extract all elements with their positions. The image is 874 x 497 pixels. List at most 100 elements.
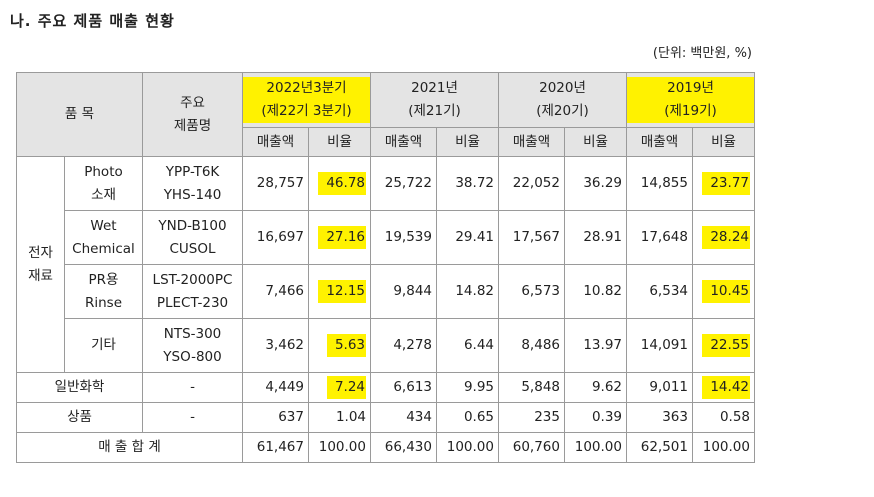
product-name: CUSOL (169, 240, 216, 257)
period-term: (제20기) (536, 103, 589, 119)
ratio-value: 10.45 (702, 280, 750, 303)
sales-cell: 28,757 (242, 156, 309, 211)
ratio-cell: 100.00 (692, 432, 755, 463)
ratio-cell: 7.24 (308, 372, 371, 403)
product-names: - (142, 402, 243, 433)
sales-cell: 6,534 (626, 264, 693, 319)
sales-cell: 235 (498, 402, 565, 433)
sub-item-line1: PR용 (88, 271, 119, 288)
ratio-value: 46.78 (318, 172, 366, 195)
sales-cell: 6,613 (370, 372, 437, 403)
ratio-cell: 0.39 (564, 402, 627, 433)
ratio-cell: 28.24 (692, 210, 755, 265)
period-term: (제21기) (408, 103, 461, 119)
ratio-cell: 10.45 (692, 264, 755, 319)
sales-cell: 60,760 (498, 432, 565, 463)
row-label: 상품 (16, 402, 143, 433)
sales-cell: 4,449 (242, 372, 309, 403)
ratio-cell: 36.29 (564, 156, 627, 211)
header-sales: 매출액 (498, 127, 565, 157)
header-sales: 매출액 (626, 127, 693, 157)
sales-cell: 17,567 (498, 210, 565, 265)
ratio-cell: 9.95 (436, 372, 499, 403)
ratio-cell: 14.42 (692, 372, 755, 403)
sales-cell: 637 (242, 402, 309, 433)
sub-item: 기타 (64, 318, 143, 373)
ratio-cell: 6.44 (436, 318, 499, 373)
period-term: (제19기) (627, 100, 754, 123)
ratio-cell: 29.41 (436, 210, 499, 265)
ratio-cell: 38.72 (436, 156, 499, 211)
sub-item-line1: Wet (90, 217, 117, 234)
product-name: YHS-140 (163, 186, 222, 203)
sub-item-line2: Rinse (84, 294, 123, 311)
ratio-value: 12.15 (318, 280, 366, 303)
sales-cell: 5,848 (498, 372, 565, 403)
sub-item-line2: Chemical (72, 240, 135, 257)
ratio-value: 22.55 (702, 334, 750, 357)
ratio-cell: 5.63 (308, 318, 371, 373)
header-sales: 매출액 (242, 127, 309, 157)
table-row: 일반화학 - 4,449 7.24 6,613 9.95 5,848 9.62 … (16, 372, 755, 403)
sales-cell: 363 (626, 402, 693, 433)
table-row: 전자 재료 Photo 소재 YPP-T6K YHS-140 28,757 46… (16, 156, 755, 373)
total-label: 매 출 합 계 (16, 432, 243, 463)
period-year: 2020년 (539, 80, 586, 96)
product-names: YND-B100 CUSOL (142, 210, 243, 265)
sub-item: Photo 소재 (64, 156, 143, 211)
ratio-value: 7.24 (326, 376, 366, 399)
ratio-value: 14.42 (702, 376, 750, 399)
ratio-cell: 100.00 (564, 432, 627, 463)
sales-cell: 25,722 (370, 156, 437, 211)
ratio-cell: 13.97 (564, 318, 627, 373)
header-item: 품 목 (16, 72, 143, 157)
ratio-cell: 46.78 (308, 156, 371, 211)
ratio-cell: 12.15 (308, 264, 371, 319)
sales-cell: 8,486 (498, 318, 565, 373)
ratio-cell: 100.00 (436, 432, 499, 463)
period-year: 2022년3분기 (243, 77, 370, 100)
section-title: 나. 주요 제품 매출 현황 (10, 12, 175, 30)
header-ratio: 비율 (692, 127, 755, 157)
product-name: YSO-800 (163, 348, 222, 365)
header-period-2022q3: 2022년3분기 (제22기 3분기) (242, 72, 371, 128)
product-name: YND-B100 (158, 217, 227, 234)
product-names: LST-2000PC PLECT-230 (142, 264, 243, 319)
period-year: 2021년 (411, 80, 458, 96)
ratio-cell: 10.82 (564, 264, 627, 319)
product-name: LST-2000PC (152, 271, 233, 288)
ratio-cell: 100.00 (308, 432, 371, 463)
ratio-value: 27.16 (318, 226, 366, 249)
header-period-2020: 2020년 (제20기) (498, 72, 627, 128)
product-name: YPP-T6K (165, 163, 220, 180)
sales-cell: 14,855 (626, 156, 693, 211)
product-names: NTS-300 YSO-800 (142, 318, 243, 373)
sales-cell: 9,011 (626, 372, 693, 403)
group-label: 전자 재료 (16, 156, 65, 373)
product-name: NTS-300 (163, 325, 222, 342)
product-name: PLECT-230 (156, 294, 229, 311)
ratio-cell: 0.58 (692, 402, 755, 433)
sales-cell: 434 (370, 402, 437, 433)
sub-item: PR용 Rinse (64, 264, 143, 319)
ratio-cell: 9.62 (564, 372, 627, 403)
sales-cell: 16,697 (242, 210, 309, 265)
ratio-cell: 0.65 (436, 402, 499, 433)
ratio-value: 28.24 (702, 226, 750, 249)
sales-cell: 9,844 (370, 264, 437, 319)
header-ratio: 비율 (308, 127, 371, 157)
table-row: Wet Chemical YND-B100 CUSOL 16,697 27.16… (17, 210, 755, 265)
sales-cell: 19,539 (370, 210, 437, 265)
header-product: 주요 제품명 (142, 72, 243, 157)
sub-item-line1: Photo (84, 163, 123, 180)
row-label: 일반화학 (16, 372, 143, 403)
sales-cell: 62,501 (626, 432, 693, 463)
group-label-line2: 재료 (28, 267, 53, 284)
sales-cell: 6,573 (498, 264, 565, 319)
ratio-cell: 14.82 (436, 264, 499, 319)
ratio-cell: 22.55 (692, 318, 755, 373)
period-year: 2019년 (627, 77, 754, 100)
ratio-cell: 28.91 (564, 210, 627, 265)
ratio-cell: 27.16 (308, 210, 371, 265)
product-names: - (142, 372, 243, 403)
